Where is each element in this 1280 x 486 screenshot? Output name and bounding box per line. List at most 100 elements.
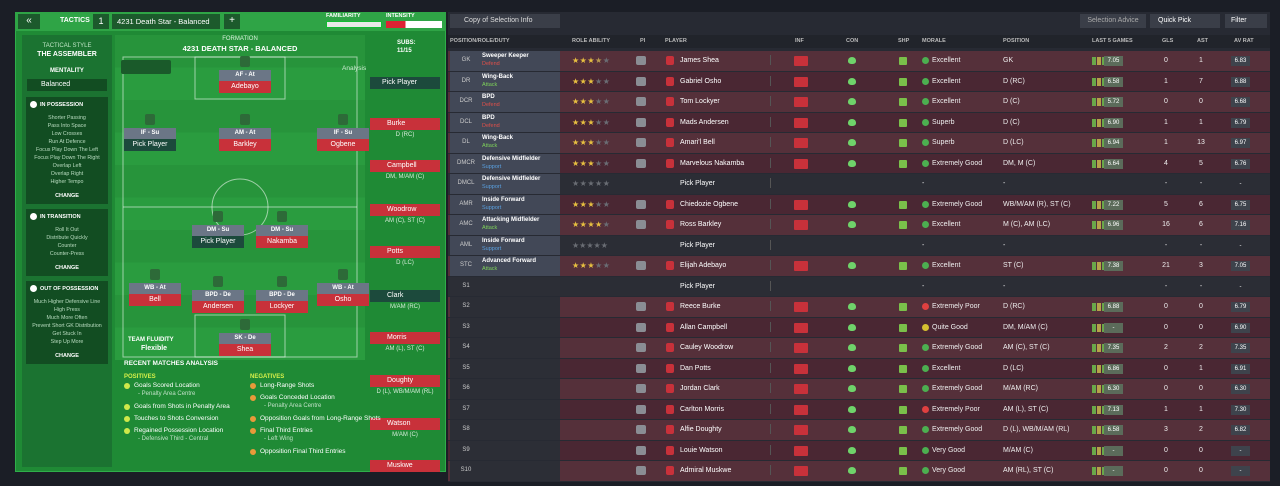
player-dropdown [770,260,778,270]
position-code: S1 [462,282,470,289]
game-block [1092,221,1096,229]
player-name[interactable]: Pick Player [680,282,716,290]
section-icon [30,101,37,108]
inf-badge [794,199,808,210]
formation-name: 4231 DEATH STAR - BALANCED [182,44,298,53]
table-row [448,153,1270,173]
player-card[interactable]: Andersen [192,301,244,313]
role-label: AM - At [219,128,271,139]
section-box [26,97,108,204]
last5-badge: 7.22 [1104,199,1123,210]
pi-icon [636,363,646,373]
sub-card[interactable]: Woodrow [370,204,440,216]
player-card[interactable]: Ogbene [317,139,369,151]
player-dropdown [770,75,778,86]
player-name[interactable]: Amari'l Bell [680,139,715,146]
position-code: GK [461,57,471,63]
player-card[interactable]: Pick Player [124,139,176,151]
last5-badge: 6.58 [1104,425,1123,435]
morale-icon [922,426,929,433]
sub-card[interactable]: Watson [370,418,440,430]
player-name[interactable]: Mads Andersen [680,118,729,126]
sub-card[interactable]: Burke [370,118,440,130]
morale: - [922,180,925,187]
player-name[interactable]: James Shea [680,57,719,64]
player-name[interactable]: Chiedozie Ogbene [680,200,738,208]
shirt [240,114,250,125]
tactic-select[interactable]: 4231 Death Star - Balanced [112,14,220,29]
player-name[interactable]: Pick Player [680,180,716,187]
player-shirt [666,261,674,270]
view-toggle [121,60,171,74]
instruction: Much More Often [46,315,88,321]
assists: 0 [1199,467,1203,474]
morale: Very Good [932,446,966,454]
player-name[interactable]: Gabriel Osho [680,77,722,85]
game-block [1092,98,1096,106]
position-code: S10 [460,467,472,473]
sub-card[interactable]: Clark [370,290,440,302]
player-card[interactable]: Lockyer [256,301,308,313]
av-rating: 6.79 [1231,302,1250,312]
player-name[interactable]: Ross Barkley [680,221,722,228]
sub-card[interactable]: Doughty [370,375,440,387]
add-tactic[interactable]: + [224,14,240,29]
analysis-icon [250,395,256,401]
position-cell [450,51,560,71]
morale: Extremely Good [932,385,983,392]
player-card[interactable]: Pick Player [192,236,244,248]
player-card[interactable]: Bell [129,294,181,306]
player-name[interactable]: Tom Lockyer [680,98,720,105]
copy-select[interactable]: Copy of Selection Info [450,14,560,28]
player-name[interactable]: Cauley Woodrow [680,344,734,351]
player-name[interactable]: Pick Player [680,241,716,249]
player-card[interactable]: Nakamba [256,236,308,248]
role-label: BPD - De [256,290,308,301]
player-card[interactable]: Osho [317,294,369,306]
player-name[interactable]: Carlton Morris [680,405,724,413]
advice-button[interactable]: Selection Advice [1080,14,1146,28]
column-header: CON [846,38,859,44]
slot-number[interactable]: 1 [93,14,109,29]
quick-pick[interactable]: Quick Pick [1150,14,1220,28]
style-label: TACTICAL STYLE [42,43,92,49]
analysis-title[interactable]: RECENT MATCHES ANALYSIS [124,360,219,367]
instruction: Shorter Passing [48,115,86,121]
player-name[interactable]: Elijah Adebayo [680,262,727,269]
sub-position: DM, M/AM (C) [385,174,425,180]
penalty-area [194,314,286,358]
player-name[interactable]: Alfie Doughty [680,426,722,433]
sub-card[interactable]: Morris [370,332,440,344]
player-name[interactable]: Jordan Clark [680,385,720,392]
player-name[interactable]: Dan Potts [680,364,711,372]
star: ★ [579,199,588,209]
player-name[interactable]: Marvelous Nakamba [680,159,745,167]
morale-icon [922,446,929,454]
player-card[interactable]: Shea [219,344,271,356]
position-code: DCL [459,118,472,125]
player-name[interactable]: Allan Campbell [680,323,728,331]
shp-icon [899,98,907,106]
sub-card[interactable]: Potts [370,246,440,258]
player-card[interactable]: Adebayo [219,81,271,93]
player-name[interactable]: Reece Burke [680,303,721,310]
mentality-select[interactable]: Balanced [27,79,107,91]
sub-card[interactable]: Campbell [370,160,440,172]
goals: 0 [1164,57,1168,64]
analysis-link[interactable]: Analysis [342,65,367,72]
av-rating: 7.05 [1231,261,1250,271]
change-button[interactable]: CHANGE [55,193,79,199]
game-block [1092,467,1096,475]
player-name[interactable]: Louie Watson [680,446,723,454]
sub-card[interactable]: Muskwe [370,460,440,472]
filter-button[interactable]: Filter [1225,14,1267,28]
duty: Support [482,184,502,190]
shp-icon [899,323,907,332]
change-button[interactable]: CHANGE [55,353,79,359]
sub-card[interactable]: Pick Player [370,77,440,89]
assists: 1 [1199,118,1203,126]
back-button[interactable]: « [18,14,40,29]
change-button[interactable]: CHANGE [55,265,79,271]
player-card[interactable]: Barkley [219,139,271,151]
player-name[interactable]: Admiral Muskwe [680,467,732,474]
